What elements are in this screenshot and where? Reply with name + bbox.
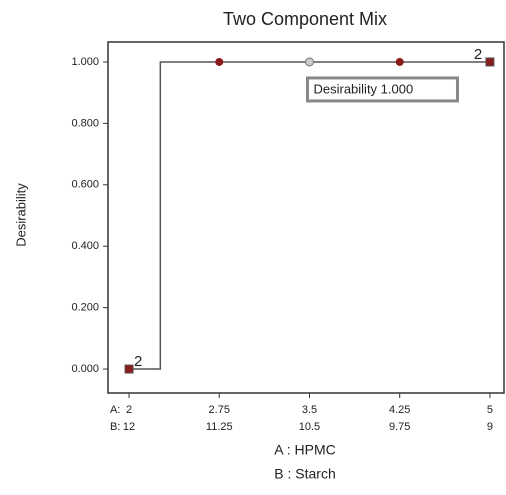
x-tick-label-b: 9 [487, 421, 493, 433]
point [124, 364, 134, 374]
y-tick-label: 0.600 [71, 179, 99, 191]
x-tick-label: 2 [126, 404, 132, 416]
component-prefix: B: [110, 421, 120, 433]
point [215, 57, 224, 66]
point [485, 57, 495, 67]
point-label: 2 [134, 353, 142, 370]
x-tick-label-b: 9.75 [389, 421, 410, 433]
chart-title: Two Component Mix [223, 9, 387, 29]
y-tick-label: 0.000 [71, 363, 99, 375]
point [395, 57, 404, 66]
point-label: 2 [474, 46, 482, 63]
annotation: Desirability 1.000 [313, 81, 413, 96]
annotation-box [305, 76, 459, 103]
plot-frame [107, 41, 505, 394]
y-axis-label: Desirability [13, 183, 28, 247]
x-tick-label-b: 12 [123, 421, 135, 433]
x-tick-label: 3.5 [302, 404, 317, 416]
x-tick-label-b: 10.5 [299, 421, 320, 433]
x-tick-label: 2.75 [209, 404, 230, 416]
x-tick-label: 5 [487, 404, 493, 416]
y-tick-label: 0.200 [71, 302, 99, 314]
x-axis-label: B : Starch [274, 466, 335, 482]
y-tick-label: 1.000 [71, 56, 99, 68]
x-tick-label-b: 11.25 [206, 421, 233, 433]
y-tick-label: 0.400 [71, 240, 99, 252]
y-tick-label: 0.800 [71, 117, 99, 129]
line [129, 61, 490, 370]
x-tick-label: 4.25 [389, 404, 410, 416]
point [304, 57, 314, 67]
x-axis-label: A : HPMC [274, 442, 335, 458]
component-prefix: A: [110, 404, 120, 416]
